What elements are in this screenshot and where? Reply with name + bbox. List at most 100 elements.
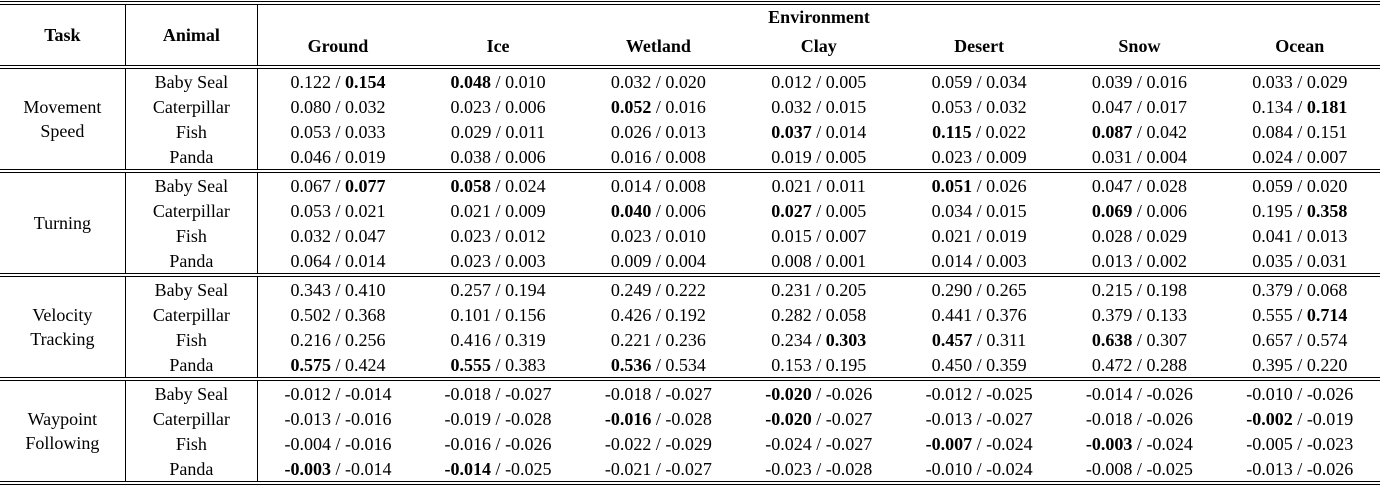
value-separator: / xyxy=(1292,279,1307,300)
metric-value-pair: 0.034 / 0.015 xyxy=(899,198,1059,223)
metric-value-pair: 0.041 / 0.013 xyxy=(1220,223,1380,248)
table-row: Caterpillar -0.013 / -0.016 -0.019 / -0.02… xyxy=(0,406,1380,431)
value-first: -0.012 xyxy=(284,383,331,404)
value-separator: / xyxy=(651,329,666,350)
task-block: Waypoint Following Baby Seal -0.012 / -0.0… xyxy=(0,379,1380,483)
value-first: 0.502 xyxy=(290,304,331,325)
value-separator: / xyxy=(971,121,986,142)
value-second: -0.024 xyxy=(986,458,1033,479)
value-separator: / xyxy=(491,225,506,246)
value-separator: / xyxy=(330,225,345,246)
metric-value-pair: 0.023 / 0.006 xyxy=(418,94,578,119)
value-first: -0.021 xyxy=(604,458,652,479)
metric-value-pair: -0.014 / -0.025 xyxy=(418,456,578,483)
value-first: 0.395 xyxy=(1252,354,1293,375)
value-separator: / xyxy=(1132,71,1147,92)
value-first: 0.029 xyxy=(450,121,492,142)
value-second: -0.025 xyxy=(505,458,552,479)
col-header-animal: Animal xyxy=(125,3,259,67)
value-second: 0.004 xyxy=(1146,146,1187,167)
value-second: 0.194 xyxy=(505,279,546,300)
value-second: 0.383 xyxy=(505,354,546,375)
value-separator: / xyxy=(972,304,987,325)
value-first: 0.555 xyxy=(1252,304,1293,325)
value-separator: / xyxy=(1132,458,1147,479)
metric-value-pair: 0.257 / 0.194 xyxy=(418,275,578,302)
value-second: 0.265 xyxy=(986,279,1027,300)
value-separator: / xyxy=(651,96,666,117)
value-first: -0.018 xyxy=(604,383,652,404)
value-separator: / xyxy=(491,96,506,117)
value-first: 0.290 xyxy=(931,279,973,300)
metric-value-pair: -0.012 / -0.025 xyxy=(899,379,1059,406)
value-first: 0.023 xyxy=(931,146,973,167)
value-separator: / xyxy=(491,329,506,350)
metric-value-pair: -0.014 / -0.026 xyxy=(1059,379,1219,406)
value-separator: / xyxy=(1132,354,1147,375)
metric-value-pair: 0.038 / 0.006 xyxy=(418,144,578,171)
value-second: 0.288 xyxy=(1146,354,1187,375)
value-separator: / xyxy=(491,146,506,167)
col-header-task: Task xyxy=(0,3,126,67)
value-first: 0.021 xyxy=(771,175,813,196)
value-separator: / xyxy=(1132,225,1147,246)
value-second: 0.714 xyxy=(1306,304,1348,325)
metric-value-pair: -0.020 / -0.026 xyxy=(739,379,899,406)
metric-value-pair: -0.003 / -0.024 xyxy=(1059,431,1219,456)
metric-value-pair: 0.037 / 0.014 xyxy=(739,119,899,144)
value-separator: / xyxy=(972,383,987,404)
value-second: -0.026 xyxy=(1146,408,1193,429)
value-first: 0.019 xyxy=(771,146,812,167)
value-second: 0.156 xyxy=(505,304,546,325)
value-separator: / xyxy=(651,200,666,221)
metric-value-pair: -0.018 / -0.027 xyxy=(418,379,578,406)
value-separator: / xyxy=(491,408,506,429)
metric-value-pair: 0.343 / 0.410 xyxy=(258,275,418,302)
value-first: -0.016 xyxy=(444,433,492,454)
value-second: 0.024 xyxy=(505,175,546,196)
value-second: 0.220 xyxy=(1306,354,1348,375)
table-row: Panda 0.046 / 0.019 0.038 / 0.006 0.016 / 0… xyxy=(0,144,1380,171)
value-first: 0.048 xyxy=(450,71,492,92)
value-second: 0.410 xyxy=(344,279,386,300)
value-separator: / xyxy=(811,200,826,221)
value-first: 0.026 xyxy=(610,121,652,142)
value-separator: / xyxy=(972,71,987,92)
value-first: 0.038 xyxy=(450,146,492,167)
value-first: 0.027 xyxy=(771,200,812,221)
table-row: Turning Baby Seal 0.067 / 0.077 0.058 / 0.0… xyxy=(0,171,1380,275)
animal-label: Baby Seal xyxy=(125,171,259,198)
value-separator: / xyxy=(811,458,826,479)
value-separator: / xyxy=(812,175,827,196)
value-separator: / xyxy=(491,121,506,142)
metric-value-pair: 0.502 / 0.368 xyxy=(258,302,418,327)
value-separator: / xyxy=(651,71,666,92)
value-second: -0.025 xyxy=(986,383,1033,404)
value-second: 0.004 xyxy=(665,250,706,271)
value-second: 0.222 xyxy=(665,279,706,300)
metric-value-pair: -0.005 / -0.023 xyxy=(1220,431,1380,456)
metric-value-pair: 0.023 / 0.012 xyxy=(418,223,578,248)
metric-value-pair: 0.023 / 0.003 xyxy=(418,248,578,275)
value-separator: / xyxy=(330,121,345,142)
metric-value-pair: 0.115 / 0.022 xyxy=(899,119,1059,144)
value-first: 0.013 xyxy=(1091,250,1133,271)
value-separator: / xyxy=(1132,121,1147,142)
value-first: -0.010 xyxy=(925,458,973,479)
metric-value-pair: 0.536 / 0.534 xyxy=(578,352,738,379)
value-separator: / xyxy=(1292,354,1307,375)
table-row: Movement Speed Baby Seal 0.122 / 0.154 0.04… xyxy=(0,67,1380,171)
value-separator: / xyxy=(1292,304,1307,325)
value-first: 0.450 xyxy=(931,354,973,375)
value-first: -0.014 xyxy=(444,458,492,479)
metric-value-pair: 0.053 / 0.021 xyxy=(258,198,418,223)
value-separator: / xyxy=(1132,433,1147,454)
value-separator: / xyxy=(1292,96,1307,117)
value-first: 0.053 xyxy=(290,121,331,142)
value-second: 0.006 xyxy=(505,146,546,167)
metric-value-pair: 0.027 / 0.005 xyxy=(739,198,899,223)
metric-value-pair: 0.032 / 0.015 xyxy=(739,94,899,119)
value-separator: / xyxy=(811,329,826,350)
table-row: Caterpillar 0.053 / 0.021 0.021 / 0.009 0.0… xyxy=(0,198,1380,223)
value-separator: / xyxy=(330,433,345,454)
